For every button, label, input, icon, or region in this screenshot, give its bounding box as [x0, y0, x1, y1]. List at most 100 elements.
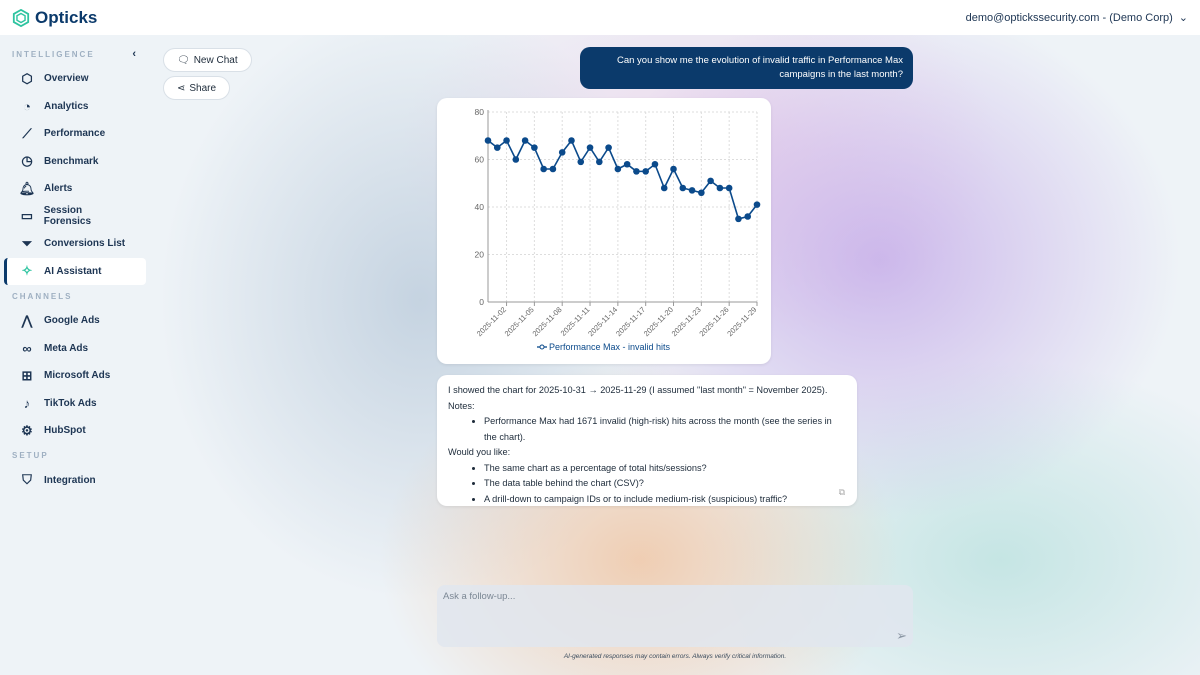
sidebar-item-meta-ads[interactable]: ∞ Meta Ads [4, 335, 146, 363]
data-point [660, 184, 668, 192]
data-point [679, 184, 687, 192]
y-tick-label: 40 [475, 202, 485, 212]
disclaimer: AI-generated responses may contain error… [563, 653, 787, 660]
data-point [540, 165, 547, 173]
data-point [753, 201, 761, 208]
sidebar-item-label: Conversions List [44, 238, 126, 250]
sidebar-item-label: Overview [44, 73, 89, 85]
sidebar-item-benchmark[interactable]: ◷ Benchmark [4, 148, 146, 176]
y-tick-label: 60 [475, 155, 485, 165]
sidebar-item-label: Microsoft Ads [44, 370, 111, 382]
sidebar-item-alerts[interactable]: 🔔︎ Alerts [4, 175, 146, 203]
assistant-reply: I showed the chart for 2025-10-31 → 2025… [437, 375, 857, 506]
sidebar: INTELLIGENCE ‹ ⬡ Overview ◔ Analytics ⟋ Perform… [0, 35, 150, 494]
google-ads-icon: ⋀ [21, 312, 33, 328]
meta-icon: ∞ [22, 340, 32, 356]
data-point [484, 137, 492, 144]
sidebar-item-ai-assistant[interactable]: ✧ AI Assistant [4, 257, 146, 285]
sidebar-item-session-forensics[interactable]: ▭ Session Forensics [4, 203, 146, 231]
hubspot-icon: ⚙ [21, 422, 33, 438]
sidebar-item-integration[interactable]: ⛉ Integration [4, 467, 146, 495]
overview-icon: ⬡ [21, 70, 33, 86]
copy-icon[interactable]: ⧉ [838, 486, 845, 497]
data-point [735, 215, 742, 223]
share-icon: ⋖ [177, 82, 186, 94]
x-tick-label: 2025-11-08 [531, 305, 564, 338]
data-point [568, 137, 575, 144]
notes-label: Notes: [448, 400, 475, 411]
section-label: INTELLIGENCE [12, 49, 95, 59]
line-chart: 0204060802025-11-022025-11-052025-11-082… [475, 107, 761, 352]
data-point [503, 137, 510, 144]
data-point [493, 144, 501, 151]
y-tick-label: 80 [475, 107, 485, 117]
section-title: CHANNELS [0, 285, 150, 307]
opticks-logo-icon [12, 8, 30, 27]
brand-name: Opticks [35, 7, 98, 27]
y-tick-label: 20 [475, 250, 485, 260]
sidebar-item-google-ads[interactable]: ⋀ Google Ads [4, 307, 146, 335]
sidebar-item-conversions-list[interactable]: ⏷ Conversions List [4, 230, 146, 258]
logo[interactable]: Opticks [12, 8, 97, 28]
legend-marker-dot [539, 344, 545, 350]
data-point [623, 160, 631, 168]
sidebar-item-label: Alerts [44, 183, 73, 195]
data-point [558, 149, 566, 156]
sidebar-item-performance[interactable]: ⟋ Performance [4, 120, 146, 148]
send-icon[interactable]: ➢ [896, 628, 907, 643]
sidebar-item-label: Analytics [44, 100, 89, 112]
reply-intro: I showed the chart for 2025-10-31 → 2025… [448, 385, 828, 395]
section-title: INTELLIGENCE ‹ [0, 43, 150, 65]
data-point [586, 144, 594, 151]
sidebar-item-overview[interactable]: ⬡ Overview [4, 65, 146, 93]
question-label: Would you like: [448, 447, 511, 457]
share-button[interactable]: ⋖ Share [163, 76, 231, 100]
section-title: SETUP [0, 445, 150, 467]
top-bar: Opticks demo@optickssecurity.com - (Demo… [0, 0, 1200, 35]
sidebar-item-label: Meta Ads [44, 342, 89, 354]
share-label: Share [189, 82, 217, 94]
data-point [512, 156, 520, 163]
data-point [577, 158, 585, 166]
analytics-icon: ◔ [23, 98, 31, 114]
option-item: The same chart as a percentage of total … [484, 461, 846, 477]
note-item: Performance Max had 1671 invalid (high-r… [484, 414, 846, 445]
sidebar-item-label: Session Forensics [43, 205, 92, 228]
section-label: SETUP [12, 451, 49, 460]
legend-label: Performance Max - invalid hits [549, 342, 671, 352]
y-tick-label: 0 [479, 297, 484, 307]
chevron-down-icon: ⌄ [1178, 12, 1188, 24]
user-menu[interactable]: demo@optickssecurity.com - (Demo Corp) ⌄ [966, 11, 1188, 25]
option-item: The data table behind the chart (CSV)? [484, 476, 846, 492]
sidebar-item-label: Google Ads [44, 315, 100, 327]
data-point [549, 165, 557, 173]
data-point [744, 213, 752, 220]
sidebar-item-label: AI Assistant [44, 265, 102, 277]
sidebar-item-label: TikTok Ads [44, 397, 97, 409]
section-label: CHANNELS [12, 291, 73, 301]
sidebar-item-label: HubSpot [44, 425, 86, 437]
sidebar-item-analytics[interactable]: ◔ Analytics [4, 93, 146, 121]
option-item: A drill-down to campaign IDs or to inclu… [484, 492, 846, 508]
data-point [642, 168, 649, 175]
bell-icon: 🔔︎ [18, 180, 36, 196]
funnel-icon: ⏷ [21, 235, 33, 251]
follow-up-input[interactable]: Ask a follow-up... ➢ [437, 585, 913, 647]
monitor-icon: ▭ [20, 208, 34, 224]
sidebar-item-tiktok-ads[interactable]: ♪ TikTok Ads [4, 390, 146, 418]
input-placeholder: Ask a follow-up... [443, 591, 516, 602]
collapse-chevron-icon[interactable]: ‹ [132, 48, 138, 60]
data-point [614, 165, 622, 173]
chart-card: 0 20 40 60 80 2025-11-02 2025-11-05 2025-11-08 2… [437, 98, 771, 364]
gauge-icon: ◷ [21, 153, 33, 169]
chat-plus-icon: 🗨 [177, 54, 190, 66]
data-point [707, 177, 714, 185]
performance-icon: ⟋ [22, 125, 32, 141]
sidebar-item-label: Integration [44, 474, 96, 486]
data-point [633, 168, 640, 175]
x-tick-label: 2025-11-29 [725, 305, 758, 338]
sidebar-item-hubspot[interactable]: ⚙ HubSpot [4, 417, 146, 445]
new-chat-button[interactable]: 🗨 New Chat [163, 48, 252, 72]
data-point [716, 184, 724, 192]
sidebar-item-microsoft-ads[interactable]: ⊞ Microsoft Ads [4, 362, 146, 390]
